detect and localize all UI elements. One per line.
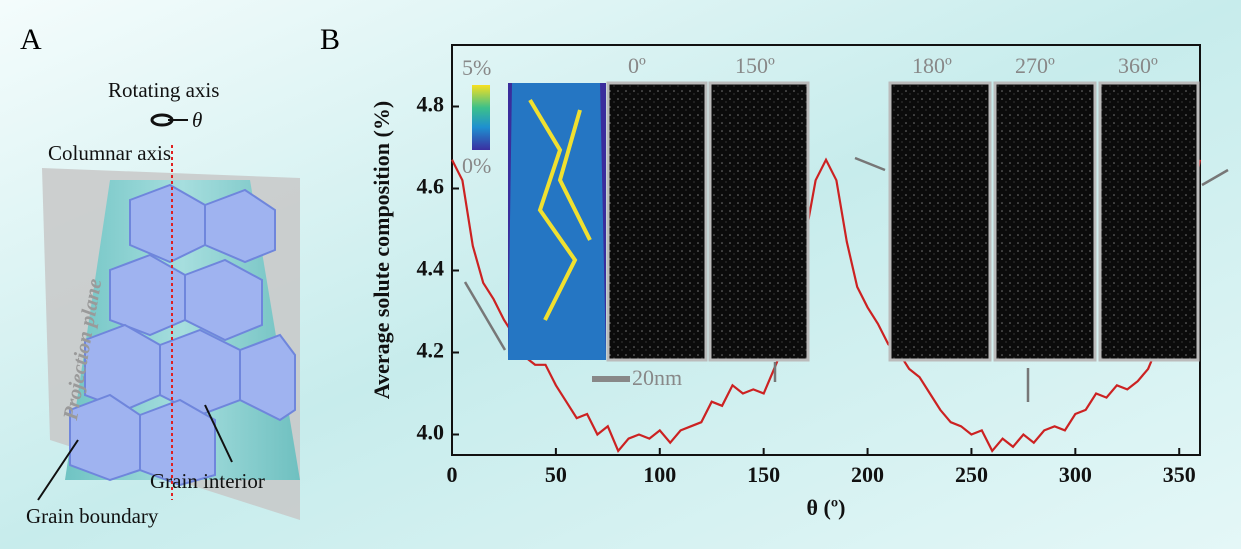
theta-label: θ [192, 108, 202, 132]
grain-boundary-label: Grain boundary [26, 504, 159, 528]
composition-map [508, 83, 606, 360]
columnar-axis-label: Columnar axis [48, 141, 171, 165]
y-tick-label: 4.0 [417, 420, 445, 445]
x-tick-label: 0 [447, 462, 458, 487]
data-line [451, 157, 1202, 453]
y-tick-label: 4.4 [417, 256, 445, 281]
grain-interior-label: Grain interior [150, 469, 265, 493]
rotating-axis-label: Rotating axis [108, 78, 219, 102]
y-tick-label: 4.2 [417, 338, 445, 363]
x-tick-label: 300 [1059, 462, 1092, 487]
plot-frame [451, 44, 1201, 456]
projection-image [888, 81, 992, 362]
inset-label: 180º [912, 53, 952, 78]
colorbar [472, 85, 490, 150]
inset-arrows [463, 156, 1229, 402]
grains [69, 183, 296, 487]
x-tick-label: 350 [1163, 462, 1196, 487]
x-tick-label: 150 [747, 462, 780, 487]
inset-label: 150º [735, 53, 775, 78]
y-axis-label: Average solute composition (%) [369, 101, 394, 399]
projection-image [708, 81, 810, 362]
projection-image [993, 81, 1097, 362]
projection-image [1098, 81, 1200, 362]
inset-label: 270º [1015, 53, 1055, 78]
composition-map [528, 98, 592, 321]
y-tick-label: 4.8 [417, 92, 445, 117]
x-tick-label: 100 [643, 462, 676, 487]
insets: 5% 0% 20nm 0º 150º 180º 270º 360º [462, 53, 1229, 402]
pointer [37, 439, 79, 501]
projection-image [606, 81, 708, 362]
colorbar-min: 0% [462, 153, 491, 178]
pointer [204, 404, 233, 463]
x-tick-label: 50 [545, 462, 567, 487]
y-tick-label: 4.6 [417, 174, 445, 199]
x-axis-label: θ (º) [807, 495, 846, 520]
panel-label: A [20, 23, 42, 56]
x-tick-label: 200 [851, 462, 884, 487]
colorbar-max: 5% [462, 55, 491, 80]
scale-bar-label: 20nm [632, 365, 682, 390]
x-tick-label: 250 [955, 462, 988, 487]
inset-label: 0º [628, 53, 646, 78]
inset-label: 360º [1118, 53, 1158, 78]
plot: 4.0 4.2 4.4 4.6 4.8 0 50 100 150 200 250 300 350 θ (º… [369, 44, 1229, 520]
scale-bar [592, 376, 630, 382]
panel-a: A Rotating axis θ Columnar axis Projecti… [20, 23, 300, 528]
panel-label: B [320, 23, 340, 56]
